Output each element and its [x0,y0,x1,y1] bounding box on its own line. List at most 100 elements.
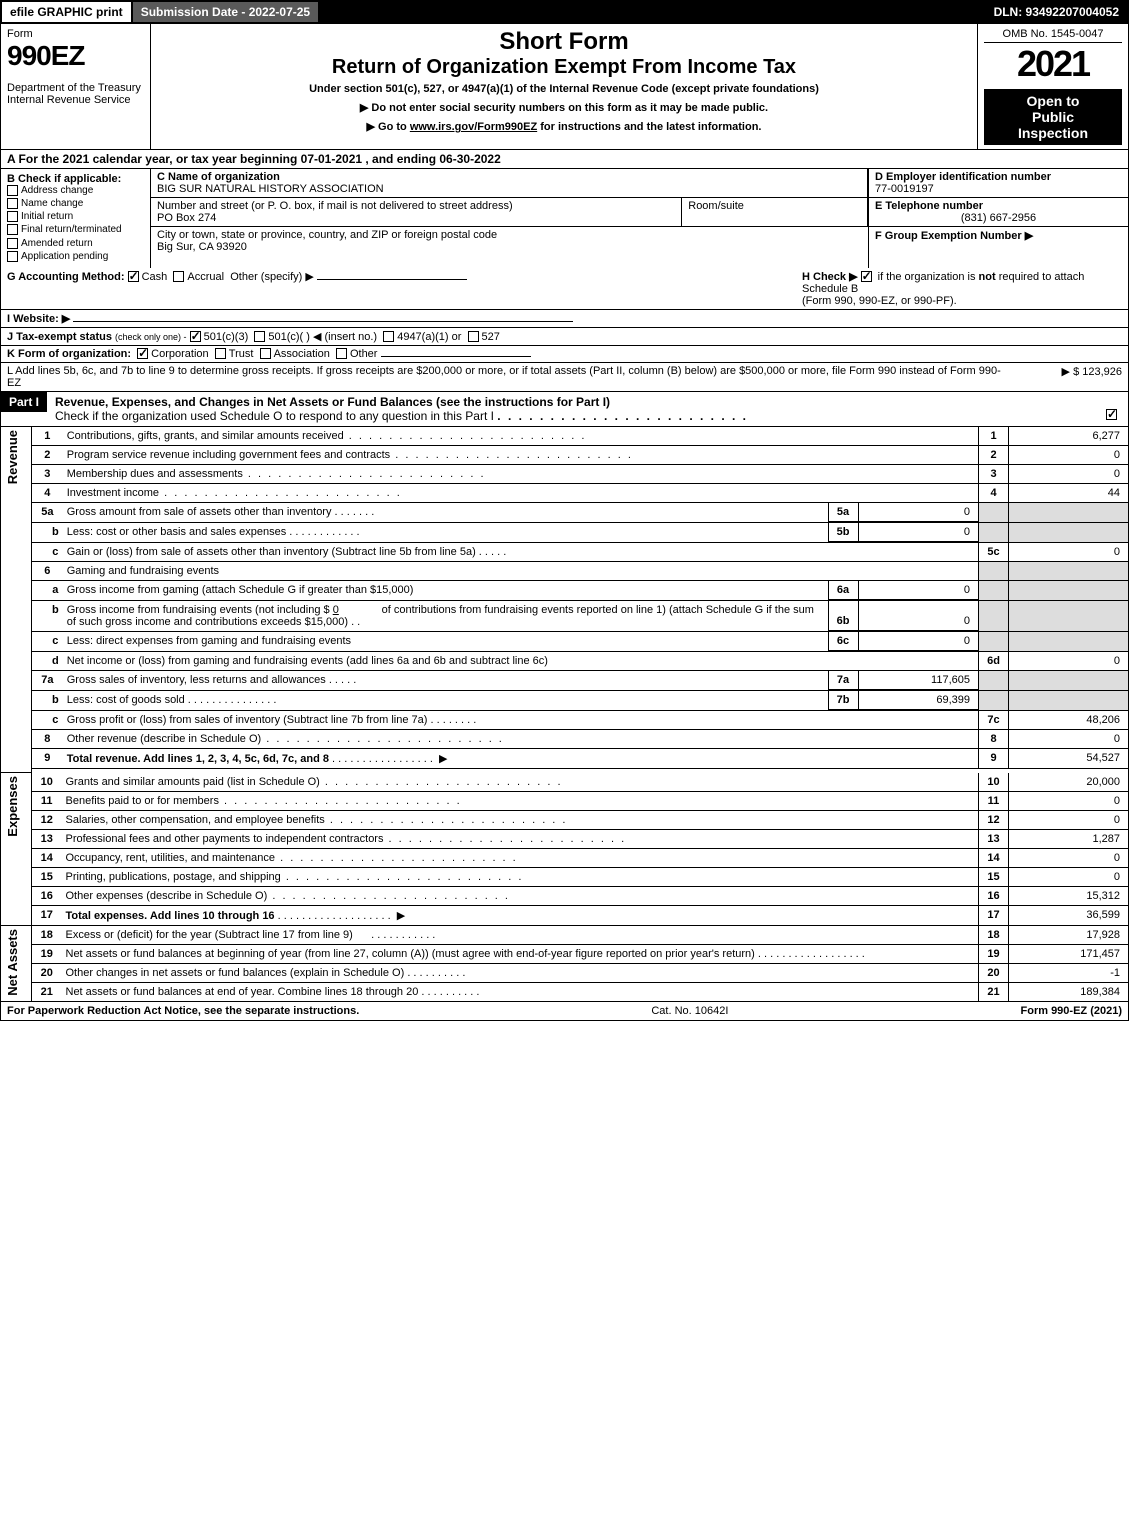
d-label: D Employer identification number [875,171,1122,183]
line-15: 15Printing, publications, postage, and s… [1,868,1129,887]
phone-value: (831) 667-2956 [875,212,1122,224]
amt-6a: 0 [858,581,978,600]
chk-initial[interactable]: Initial return [7,211,144,222]
part1-sub: Check if the organization used Schedule … [55,409,494,423]
footer-cat: Cat. No. 10642I [359,1005,1020,1017]
chk-corp[interactable] [137,348,148,359]
b-title: B Check if applicable: [7,173,144,185]
netassets-table: Net Assets 18Excess or (deficit) for the… [0,926,1129,1002]
ein-value: 77-0019197 [875,183,1122,195]
h-pre: H Check ▶ [802,271,861,283]
chk-527[interactable] [468,331,479,342]
chk-accrual[interactable] [173,271,184,282]
line-2: 2Program service revenue including gover… [1,445,1129,464]
instr-no-ssn: ▶ Do not enter social security numbers o… [157,101,971,114]
g-label: G Accounting Method: [7,271,125,283]
chk-assoc[interactable] [260,348,271,359]
amt-8: 0 [1009,730,1129,749]
line-11: 11Benefits paid to or for members110 [1,792,1129,811]
amt-18: 17,928 [1009,926,1129,945]
amt-5c: 0 [1009,542,1129,561]
org-name: BIG SUR NATURAL HISTORY ASSOCIATION [157,183,861,195]
line-7b: bLess: cost of goods sold . . . . . . . … [1,691,1129,711]
amt-4: 44 [1009,483,1129,502]
omb-number: OMB No. 1545-0047 [984,28,1122,43]
amt-3: 0 [1009,464,1129,483]
k-label: K Form of organization: [7,348,131,360]
footer-left: For Paperwork Reduction Act Notice, see … [7,1005,359,1017]
row-k: K Form of organization: Corporation Trus… [0,346,1129,363]
line-21: 21Net assets or fund balances at end of … [1,983,1129,1002]
chk-trust[interactable] [215,348,226,359]
amt-7a: 117,605 [858,671,978,690]
amt-2: 0 [1009,445,1129,464]
line-14: 14Occupancy, rent, utilities, and mainte… [1,849,1129,868]
efile-label[interactable]: efile GRAPHIC print [2,2,133,22]
line-13: 13Professional fees and other payments t… [1,830,1129,849]
chk-4947[interactable] [383,331,394,342]
part1-label: Part I [1,392,47,412]
amt-14: 0 [1009,849,1129,868]
form-number: 990EZ [7,40,144,72]
short-form-title: Short Form [157,28,971,56]
h-mid: if the organization is [878,271,979,283]
chk-h[interactable] [861,271,872,282]
city-label: City or town, state or province, country… [157,229,862,241]
amt-6b: 0 [858,601,978,631]
c-label: C Name of organization [157,171,861,183]
line-7c: cGross profit or (loss) from sales of in… [1,711,1129,730]
header-right: OMB No. 1545-0047 2021 Open to Public In… [978,24,1128,149]
tax-year: 2021 [984,43,1122,85]
dept-treasury: Department of the Treasury [7,82,144,94]
chk-pending[interactable]: Application pending [7,251,144,262]
city-value: Big Sur, CA 93920 [157,241,862,253]
line-18: Net Assets 18Excess or (deficit) for the… [1,926,1129,945]
instr-goto: ▶ Go to www.irs.gov/Form990EZ for instru… [157,120,971,133]
chk-name[interactable]: Name change [7,198,144,209]
chk-501c3[interactable] [190,331,201,342]
amt-21: 189,384 [1009,983,1129,1002]
chk-amended[interactable]: Amended return [7,238,144,249]
dln-label: DLN: 93492207004052 [986,2,1127,22]
amt-13: 1,287 [1009,830,1129,849]
line-16: 16Other expenses (describe in Schedule O… [1,887,1129,906]
form-header: Form 990EZ Department of the Treasury In… [0,24,1129,150]
h-not: not [979,271,996,283]
chk-schedule-o[interactable] [1106,409,1117,420]
row-a: A For the 2021 calendar year, or tax yea… [0,150,1129,169]
line-12: 12Salaries, other compensation, and empl… [1,811,1129,830]
line-20: 20Other changes in net assets or fund ba… [1,964,1129,983]
amt-10: 20,000 [1009,773,1129,792]
header-center: Short Form Return of Organization Exempt… [151,24,978,149]
amt-5b: 0 [858,523,978,542]
chk-address[interactable]: Address change [7,185,144,196]
line-17: 17Total expenses. Add lines 10 through 1… [1,906,1129,926]
street-value: PO Box 274 [157,212,675,224]
irs-link[interactable]: www.irs.gov/Form990EZ [410,121,537,133]
row-j: J Tax-exempt status (check only one) - 5… [0,328,1129,346]
row-gh: G Accounting Method: Cash Accrual Other … [0,268,1129,310]
chk-final[interactable]: Final return/terminated [7,224,144,235]
amt-5a: 0 [858,503,978,522]
room-label: Room/suite [688,200,861,212]
line-6: 6Gaming and fundraising events [1,561,1129,580]
entity-block: B Check if applicable: Address change Na… [0,169,1129,268]
amt-19: 171,457 [1009,945,1129,964]
chk-501c[interactable] [254,331,265,342]
open-line3: Inspection [986,125,1120,141]
form-label: Form [7,28,144,40]
under-section: Under section 501(c), 527, or 4947(a)(1)… [157,83,971,95]
amt-1: 6,277 [1009,427,1129,446]
street-label: Number and street (or P. O. box, if mail… [157,200,675,212]
chk-cash[interactable] [128,271,139,282]
line-5b: bLess: cost or other basis and sales exp… [1,522,1129,542]
line-6b: bGross income from fundraising events (n… [1,600,1129,632]
amt-17: 36,599 [1009,906,1129,926]
part1-header: Part I Revenue, Expenses, and Changes in… [0,392,1129,427]
h-forms: (Form 990, 990-EZ, or 990-PF). [802,295,957,307]
line-6a: aGross income from gaming (attach Schedu… [1,580,1129,600]
line-19: 19Net assets or fund balances at beginni… [1,945,1129,964]
instr-goto-post: for instructions and the latest informat… [537,121,761,133]
chk-other-org[interactable] [336,348,347,359]
line-10: Expenses 10Grants and similar amounts pa… [1,773,1129,792]
